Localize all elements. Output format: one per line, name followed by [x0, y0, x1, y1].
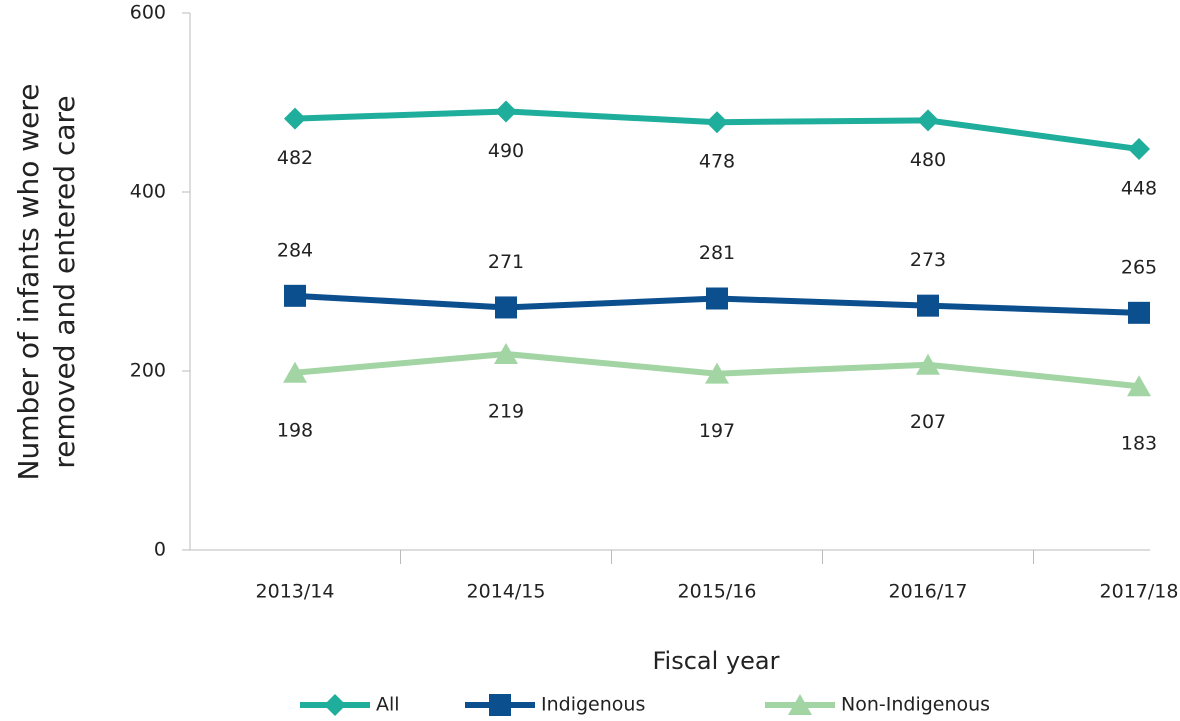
data-label: 281 — [699, 242, 735, 264]
y-tick-label: 200 — [130, 360, 166, 382]
data-label: 478 — [699, 151, 735, 173]
marker — [284, 107, 306, 130]
marker — [284, 284, 306, 307]
y-tick-label: 400 — [130, 181, 166, 203]
marker — [1128, 301, 1150, 324]
data-label: 482 — [277, 147, 313, 169]
marker — [706, 111, 728, 134]
legend-label: Indigenous — [541, 694, 645, 716]
data-label: 271 — [488, 251, 524, 273]
data-label: 273 — [910, 249, 946, 271]
data-label: 207 — [910, 411, 946, 433]
data-label: 265 — [1121, 256, 1157, 278]
y-tick-label: 600 — [130, 2, 166, 24]
legend-marker — [324, 694, 346, 716]
marker — [494, 342, 518, 364]
legend-label: All — [376, 694, 400, 716]
y-tick-label: 0 — [154, 539, 166, 561]
x-tick-label: 2015/16 — [678, 581, 757, 603]
marker — [917, 109, 939, 132]
marker — [283, 361, 307, 383]
marker — [1128, 138, 1150, 161]
legend-marker — [489, 694, 511, 716]
data-label: 198 — [277, 419, 313, 441]
marker — [706, 287, 728, 310]
marker — [495, 100, 517, 123]
marker — [917, 294, 939, 317]
data-label: 480 — [910, 149, 946, 171]
x-tick-label: 2016/17 — [889, 581, 968, 603]
data-label: 197 — [699, 420, 735, 442]
x-tick-label: 2013/14 — [256, 581, 335, 603]
data-label: 219 — [488, 400, 524, 422]
marker — [916, 353, 940, 375]
data-label: 448 — [1121, 178, 1157, 200]
x-axis-title: Fiscal year — [653, 647, 780, 675]
y-axis-title: removed and entered care — [48, 95, 81, 468]
legend-label: Non-Indigenous — [841, 694, 990, 716]
x-tick-label: 2017/18 — [1100, 581, 1179, 603]
data-label: 490 — [488, 140, 524, 162]
marker — [1127, 375, 1151, 397]
data-label: 284 — [277, 239, 313, 261]
legend-marker — [788, 694, 812, 715]
marker — [705, 362, 729, 384]
data-label: 183 — [1121, 433, 1157, 455]
marker — [495, 296, 517, 319]
y-axis-title: Number of infants who were — [12, 84, 45, 481]
x-tick-label: 2014/15 — [467, 581, 546, 603]
